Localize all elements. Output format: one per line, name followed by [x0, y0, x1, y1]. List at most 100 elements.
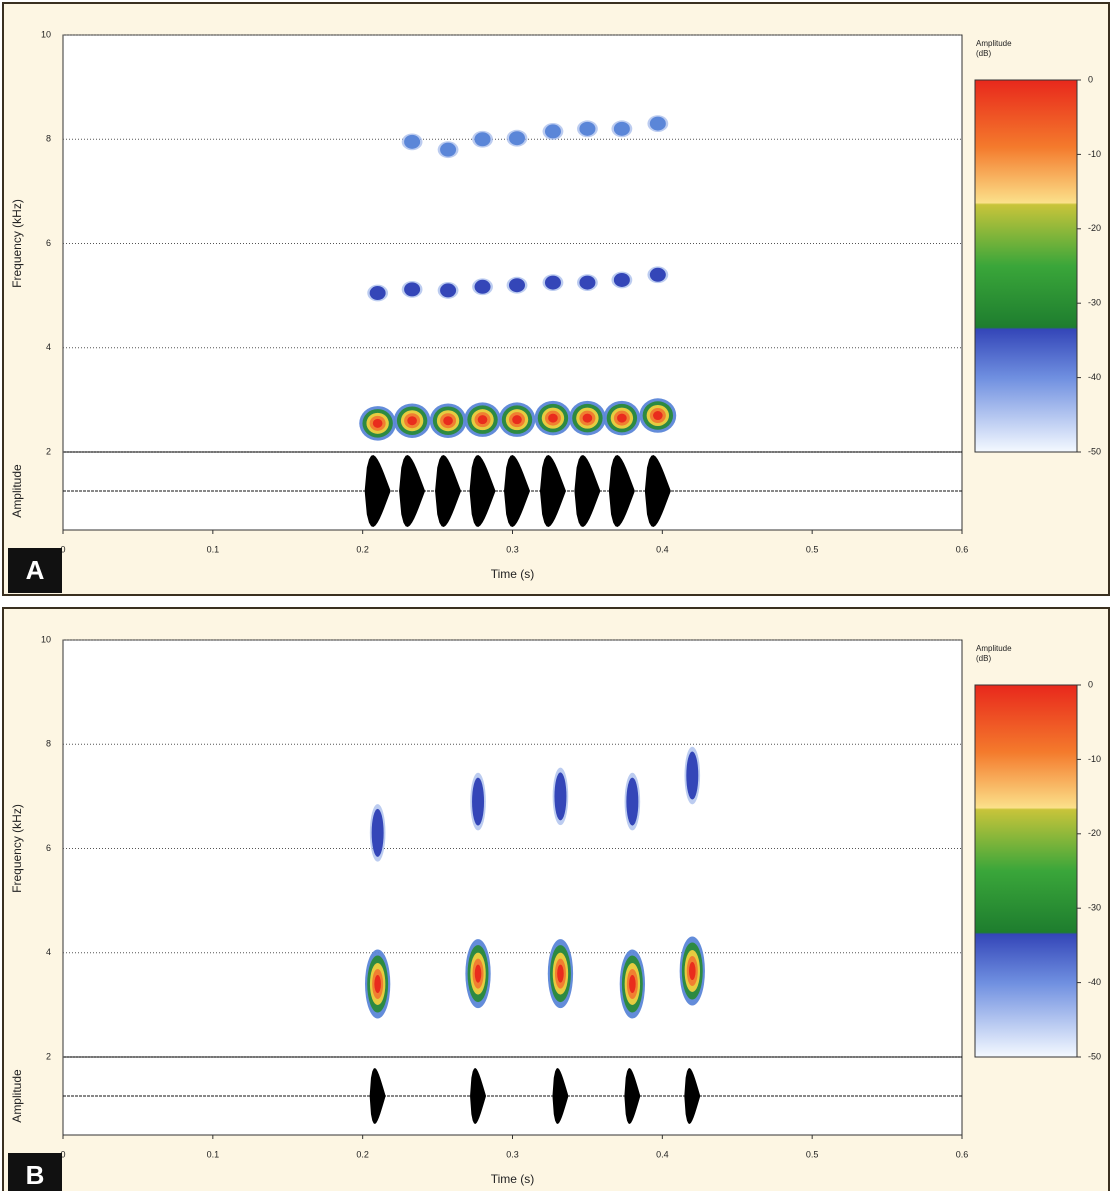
x-tick-label: 0.1	[207, 1149, 220, 1159]
syllable	[470, 772, 486, 831]
syllable	[619, 949, 646, 1019]
waveform-burst	[399, 455, 426, 527]
syllable-layer	[548, 413, 558, 423]
x-tick-label: 0.1	[207, 544, 220, 554]
syllable	[437, 141, 459, 159]
x-axis-label: Time (s)	[491, 567, 535, 581]
y-tick-label: 8	[46, 739, 51, 749]
amplitude-label: Amplitude	[10, 464, 24, 518]
syllable-layer	[372, 418, 383, 428]
colorbar-tick-label: 0	[1088, 74, 1093, 84]
colorbar	[974, 79, 1078, 453]
colorbar-tick-label: -50	[1088, 1051, 1101, 1061]
syllable	[393, 403, 431, 438]
syllable	[534, 400, 572, 436]
y-tick-label: 2	[46, 1051, 51, 1061]
syllable	[647, 266, 669, 284]
y-tick-label: 10	[41, 29, 51, 39]
syllable-layer	[613, 272, 630, 287]
colorbar-tick-label: -40	[1088, 372, 1101, 382]
colorbar-tick-label: -30	[1088, 298, 1101, 308]
colorbar-tick-label: 0	[1088, 679, 1093, 689]
waveform-burst	[435, 455, 462, 527]
syllable	[577, 274, 598, 291]
y-axis-label: Frequency (kHz)	[10, 804, 24, 893]
syllable-layer	[689, 961, 696, 980]
syllable	[465, 939, 491, 1009]
waveform-burst	[624, 1068, 641, 1124]
x-tick-label: 0.3	[506, 544, 519, 554]
y-tick-label: 6	[46, 238, 51, 248]
x-tick-label: 0.5	[806, 1149, 819, 1159]
syllable-layer	[440, 142, 457, 157]
syllable-layer	[371, 808, 384, 857]
x-tick-label: 0.5	[806, 544, 819, 554]
y-tick-label: 2	[46, 446, 51, 456]
colorbar-title: Amplitude	[976, 644, 1012, 653]
syllable	[506, 276, 528, 294]
syllable-layer	[508, 131, 525, 146]
waveform-burst	[552, 1068, 569, 1124]
syllable-layer	[508, 278, 525, 293]
syllable-layer	[653, 411, 663, 421]
syllable	[429, 403, 467, 438]
syllable	[498, 402, 536, 437]
x-tick-label: 0.4	[656, 1149, 669, 1159]
x-axis-label: Time (s)	[491, 1172, 535, 1186]
syllable	[684, 746, 701, 805]
syllable	[401, 133, 423, 151]
syllable-layer	[626, 777, 639, 826]
syllable-layer	[557, 964, 564, 983]
syllable	[611, 120, 633, 138]
colorbar-title: (dB)	[976, 654, 991, 663]
syllable-layer	[440, 283, 457, 298]
syllable-layer	[613, 121, 630, 136]
panel-letter: A	[26, 555, 45, 585]
panel-letter: B	[26, 1160, 45, 1190]
waveform-burst	[574, 455, 601, 527]
colorbar-tick-label: -40	[1088, 977, 1101, 987]
syllable-layer	[579, 275, 596, 290]
syllable-layer	[512, 415, 522, 425]
waveform-burst	[369, 1068, 386, 1124]
syllable-layer	[544, 124, 561, 139]
x-tick-label: 0.6	[956, 1149, 969, 1159]
syllable	[542, 123, 564, 140]
syllable	[624, 772, 641, 831]
syllable	[603, 400, 641, 436]
syllable-layer	[649, 267, 666, 282]
colorbar-tick-label: -10	[1088, 149, 1101, 159]
plot-area	[62, 639, 963, 1136]
colorbar-tick-label: -10	[1088, 754, 1101, 764]
syllable-layer	[544, 275, 561, 290]
waveform-burst	[608, 455, 635, 527]
waveform-burst	[470, 1068, 487, 1124]
colorbar-title: Amplitude	[976, 39, 1012, 48]
syllable	[437, 282, 459, 299]
syllable	[639, 398, 677, 433]
syllable-layer	[477, 415, 488, 425]
colorbar	[974, 684, 1078, 1058]
syllable-layer	[649, 116, 666, 131]
syllable-layer	[579, 121, 596, 136]
syllable	[369, 804, 386, 862]
syllable	[611, 271, 633, 289]
syllable-layer	[404, 282, 421, 297]
x-tick-label: 0.3	[506, 1149, 519, 1159]
syllable-layer	[443, 416, 453, 426]
y-axis-label: Frequency (kHz)	[10, 199, 24, 288]
syllable	[542, 274, 564, 291]
y-tick-label: 8	[46, 134, 51, 144]
syllable-layer	[472, 777, 485, 826]
waveform-burst	[503, 455, 530, 527]
syllable-layer	[617, 413, 627, 423]
waveform-burst	[539, 455, 566, 527]
syllable	[647, 115, 669, 133]
colorbar-tick-label: -20	[1088, 223, 1101, 233]
waveform-burst	[644, 455, 671, 527]
syllable-layer	[474, 132, 491, 147]
y-tick-label: 4	[46, 342, 51, 352]
amplitude-label: Amplitude	[10, 1069, 24, 1123]
syllable	[552, 767, 569, 826]
syllable	[464, 402, 501, 437]
